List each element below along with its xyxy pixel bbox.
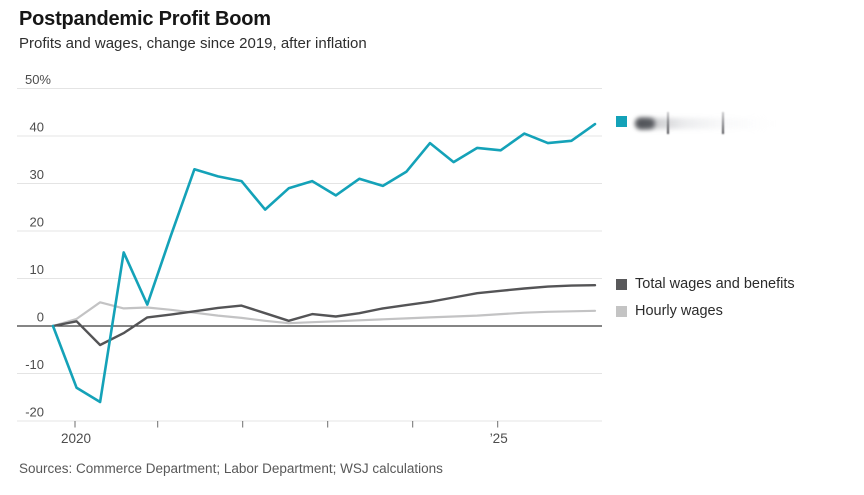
x-axis-label: ’25 [490,431,508,446]
legend-item-total-wages: Total wages and benefits [616,276,795,293]
legend-label-hourly-wages: Hourly wages [635,303,723,319]
y-axis-label: 0 [37,310,44,325]
x-axis-label: 2020 [61,431,91,446]
profits-swatch [616,116,627,127]
y-axis-label: 40 [30,120,44,135]
page-title: Postpandemic Profit Boom [19,8,271,30]
y-axis-label: -20 [25,405,44,420]
hourly-wages-swatch [616,306,627,317]
total-wages-swatch [616,279,627,290]
legend-item-hourly-wages: Hourly wages [616,303,723,320]
blur-streak [635,118,775,129]
legend-label-total-wages: Total wages and benefits [635,276,795,292]
legend-item-profits [616,112,785,135]
y-axis-label: 10 [30,262,44,277]
profits-line [51,122,597,404]
chart-subtitle: Profits and wages, change since 2019, af… [19,35,367,52]
y-axis-label: 30 [30,167,44,182]
profit-wages-line-chart: 50% 40 30 20 10 0 -10 -20 2020 ’25 [17,72,602,446]
blurred-legend-label [635,112,785,135]
blur-stem [667,112,669,134]
hourly-wages-line [51,301,597,328]
y-axis-label: 20 [30,215,44,230]
y-axis-label: 50% [25,72,51,87]
blur-stem [722,112,724,134]
sources-note: Sources: Commerce Department; Labor Depa… [19,461,443,476]
y-axis-label: -10 [25,357,44,372]
total-wages-line [51,283,597,347]
blur-blob [636,118,655,129]
